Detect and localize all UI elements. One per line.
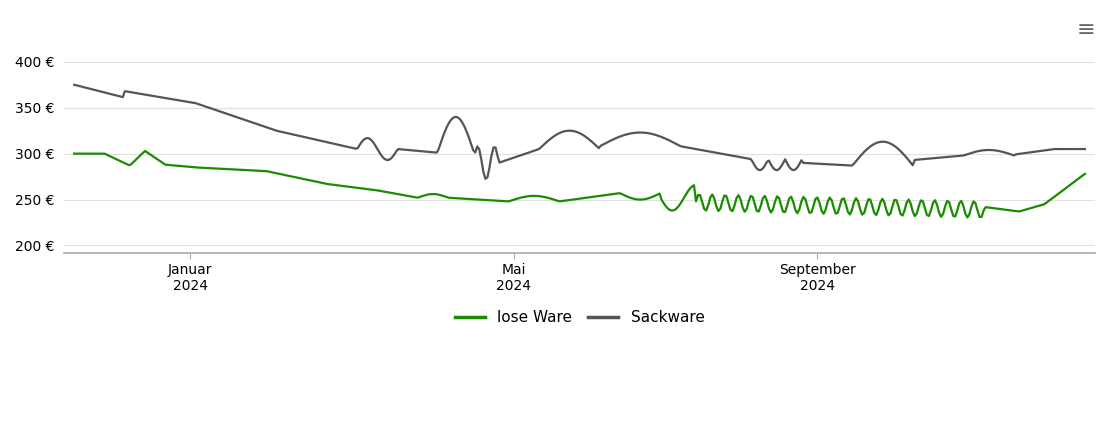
Text: ≡: ≡: [1077, 20, 1094, 40]
Legend: lose Ware, Sackware: lose Ware, Sackware: [448, 304, 710, 331]
